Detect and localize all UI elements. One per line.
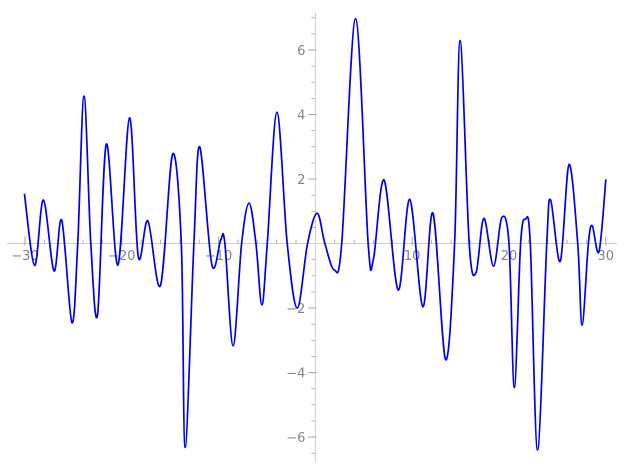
y-tick-label: −6 <box>286 431 305 446</box>
x-tick-label: −20 <box>108 249 135 264</box>
y-tick-label: −2 <box>286 302 305 317</box>
y-tick-label: −4 <box>286 366 305 381</box>
y-tick-label: 4 <box>297 108 305 123</box>
function-curve <box>23 17 607 451</box>
y-tick-label: 2 <box>297 173 305 188</box>
y-tick-label: 6 <box>297 44 305 59</box>
x-tick-label: −30 <box>11 249 38 264</box>
x-tick-label: 30 <box>598 249 615 264</box>
